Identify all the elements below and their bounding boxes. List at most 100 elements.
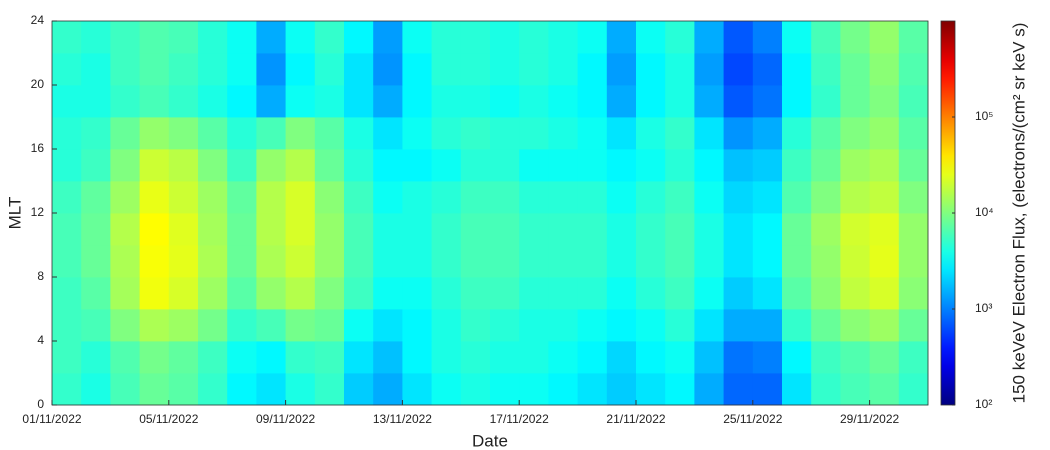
heatmap-cell bbox=[373, 53, 403, 86]
heatmap-cell bbox=[840, 53, 870, 86]
heatmap-cell bbox=[519, 117, 549, 150]
heatmap-cell bbox=[139, 245, 170, 278]
heatmap-cell bbox=[52, 117, 82, 150]
heatmap-cell bbox=[344, 53, 374, 86]
heatmap-cell bbox=[665, 149, 695, 182]
heatmap-cell bbox=[168, 309, 199, 342]
heatmap-cell bbox=[227, 309, 257, 342]
heatmap-cell bbox=[840, 117, 870, 150]
heatmap-cell bbox=[256, 245, 286, 278]
heatmap-cell bbox=[460, 21, 491, 54]
heatmap-cell bbox=[285, 117, 316, 150]
heatmap-cell bbox=[606, 341, 637, 374]
heatmap-cell bbox=[519, 245, 549, 278]
heatmap-cell bbox=[811, 245, 841, 278]
heatmap-cell bbox=[227, 245, 257, 278]
heatmap-cell bbox=[811, 213, 841, 246]
heatmap-cell bbox=[285, 309, 316, 342]
heatmap-cell bbox=[752, 341, 783, 374]
heatmap-cell bbox=[110, 373, 140, 406]
heatmap-cell bbox=[402, 117, 432, 150]
heatmap-cell bbox=[869, 181, 900, 214]
colorbar-tick-label: 10⁴ bbox=[975, 205, 994, 219]
heatmap-cell bbox=[898, 53, 929, 86]
heatmap-cell bbox=[256, 21, 286, 54]
heatmap-cell bbox=[723, 149, 754, 182]
heatmap-cell bbox=[606, 85, 637, 118]
heatmap-cell bbox=[373, 245, 403, 278]
heatmap-cell bbox=[198, 245, 228, 278]
heatmap-cell bbox=[606, 181, 637, 214]
heatmap-cell bbox=[314, 21, 345, 54]
heatmap-cell bbox=[227, 149, 257, 182]
heatmap-cell bbox=[81, 181, 111, 214]
heatmap-cell bbox=[52, 21, 82, 54]
heatmap-cell bbox=[811, 85, 841, 118]
heatmap-cell bbox=[110, 149, 140, 182]
heatmap-cell bbox=[285, 277, 316, 310]
heatmap-cell bbox=[577, 53, 608, 86]
heatmap-cell bbox=[285, 85, 316, 118]
heatmap-cell bbox=[548, 149, 578, 182]
heatmap-cell bbox=[782, 53, 812, 86]
heatmap-cell bbox=[665, 117, 695, 150]
x-tick-label: 25/11/2022 bbox=[723, 412, 782, 426]
heatmap-cell bbox=[577, 21, 608, 54]
heatmap-cell bbox=[344, 85, 374, 118]
heatmap-cell bbox=[723, 341, 754, 374]
heatmap-cell bbox=[110, 341, 140, 374]
heatmap-cell bbox=[694, 213, 724, 246]
heatmap-cell bbox=[723, 213, 754, 246]
heatmap-cell bbox=[314, 181, 345, 214]
heatmap-cell bbox=[840, 181, 870, 214]
heatmap-cell bbox=[548, 85, 578, 118]
heatmap-cell bbox=[227, 117, 257, 150]
heatmap-cell bbox=[752, 53, 783, 86]
heatmap-cell bbox=[52, 245, 82, 278]
y-tick-label: 4 bbox=[37, 333, 44, 347]
heatmap-cell bbox=[548, 53, 578, 86]
heatmap-cell bbox=[139, 181, 170, 214]
heatmap-cell bbox=[519, 181, 549, 214]
heatmap-cell bbox=[782, 341, 812, 374]
heatmap-cell bbox=[402, 85, 432, 118]
heatmap-cell bbox=[314, 85, 345, 118]
heatmap-cell bbox=[52, 341, 82, 374]
heatmap-cell bbox=[869, 53, 900, 86]
heatmap-cell bbox=[344, 277, 374, 310]
heatmap-cell bbox=[782, 245, 812, 278]
y-tick-label: 16 bbox=[31, 141, 45, 155]
heatmap-cell bbox=[431, 373, 462, 406]
heatmap-cell bbox=[314, 373, 345, 406]
heatmap-cell bbox=[256, 181, 286, 214]
heatmap-cell bbox=[665, 85, 695, 118]
heatmap-cell bbox=[577, 117, 608, 150]
heatmap-cell bbox=[782, 373, 812, 406]
heatmap-cell bbox=[898, 341, 929, 374]
heatmap-cell bbox=[81, 53, 111, 86]
heatmap-cell bbox=[782, 21, 812, 54]
heatmap-cell bbox=[490, 373, 520, 406]
heatmap-cell bbox=[256, 53, 286, 86]
heatmap-cell bbox=[869, 309, 900, 342]
heatmap-cell bbox=[139, 213, 170, 246]
heatmap-cell bbox=[139, 373, 170, 406]
heatmap-cell bbox=[694, 373, 724, 406]
heatmap-cell bbox=[694, 309, 724, 342]
heatmap-cell bbox=[431, 53, 462, 86]
heatmap-cell bbox=[344, 117, 374, 150]
heatmap-cell bbox=[344, 181, 374, 214]
y-tick-label: 12 bbox=[31, 205, 45, 219]
heatmap-cell bbox=[460, 309, 491, 342]
heatmap-cell bbox=[869, 85, 900, 118]
heatmap-cell bbox=[402, 341, 432, 374]
heatmap-cell bbox=[431, 181, 462, 214]
heatmap-cell bbox=[81, 277, 111, 310]
heatmap-cell bbox=[285, 53, 316, 86]
heatmap-cell bbox=[460, 117, 491, 150]
heatmap-cell bbox=[752, 245, 783, 278]
heatmap-cell bbox=[198, 341, 228, 374]
heatmap-cell bbox=[81, 85, 111, 118]
heatmap-cell bbox=[519, 309, 549, 342]
heatmap-cell bbox=[373, 181, 403, 214]
